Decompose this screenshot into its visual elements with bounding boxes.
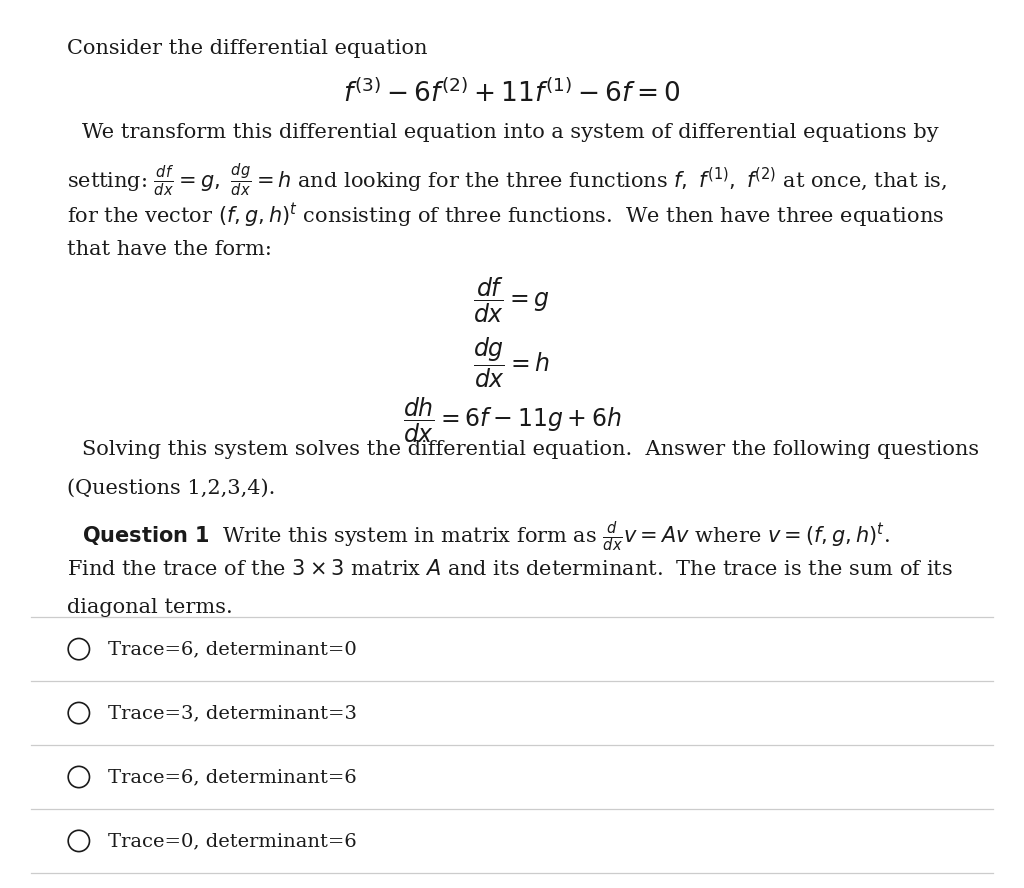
Text: (Questions 1,2,3,4).: (Questions 1,2,3,4). <box>67 479 274 497</box>
Text: diagonal terms.: diagonal terms. <box>67 598 232 616</box>
Text: Trace=6, determinant=0: Trace=6, determinant=0 <box>108 640 356 658</box>
Text: for the vector $(f, g, h)^t$ consisting of three functions.  We then have three : for the vector $(f, g, h)^t$ consisting … <box>67 201 944 230</box>
Text: Consider the differential equation: Consider the differential equation <box>67 39 427 58</box>
Text: Trace=3, determinant=3: Trace=3, determinant=3 <box>108 704 357 722</box>
Text: $f^{(3)} - 6f^{(2)} + 11f^{(1)} - 6f = 0$: $f^{(3)} - 6f^{(2)} + 11f^{(1)} - 6f = 0… <box>343 78 681 107</box>
Text: Solving this system solves the differential equation.  Answer the following ques: Solving this system solves the different… <box>82 440 979 458</box>
Text: $\dfrac{dh}{dx} = 6f - 11g + 6h$: $\dfrac{dh}{dx} = 6f - 11g + 6h$ <box>402 396 622 446</box>
Text: $\dfrac{df}{dx} = g$: $\dfrac{df}{dx} = g$ <box>473 275 551 325</box>
Text: $\mathbf{Question\ 1}$  Write this system in matrix form as $\frac{d}{dx}v = Av$: $\mathbf{Question\ 1}$ Write this system… <box>82 519 890 554</box>
Text: $\dfrac{dg}{dx} = h$: $\dfrac{dg}{dx} = h$ <box>473 336 551 390</box>
Text: Find the trace of the $3 \times 3$ matrix $A$ and its determinant.  The trace is: Find the trace of the $3 \times 3$ matri… <box>67 559 952 579</box>
Text: We transform this differential equation into a system of differential equations : We transform this differential equation … <box>82 123 939 141</box>
Text: Trace=0, determinant=6: Trace=0, determinant=6 <box>108 832 356 850</box>
Text: setting: $\frac{df}{dx} = g,\ \frac{dg}{dx} = h$ and looking for the three funct: setting: $\frac{df}{dx} = g,\ \frac{dg}{… <box>67 162 946 199</box>
Text: Trace=6, determinant=6: Trace=6, determinant=6 <box>108 768 356 786</box>
Text: that have the form:: that have the form: <box>67 240 271 258</box>
